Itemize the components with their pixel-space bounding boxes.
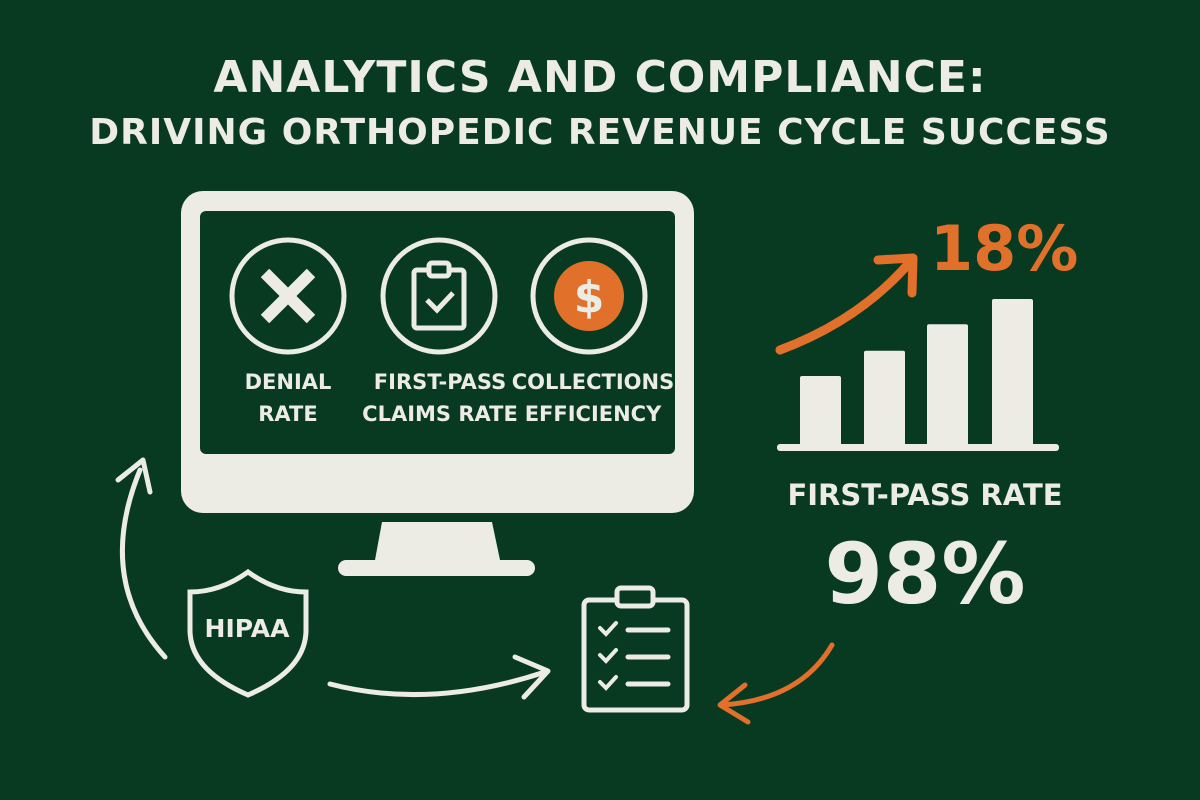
metric-label-denial-rate: DENIAL RATE xyxy=(203,366,373,430)
x-icon xyxy=(229,237,347,355)
first-pass-value: 98% xyxy=(824,525,1026,623)
chart-bar xyxy=(864,350,905,446)
growth-value: 18% xyxy=(930,212,1079,285)
chart-bar xyxy=(800,376,841,446)
metric-label-line: CLAIMS RATE xyxy=(362,402,518,426)
cycle-arrow-up-icon xyxy=(115,457,168,660)
metric-label-line: FIRST-PASS xyxy=(373,370,507,394)
chart-bar xyxy=(927,324,968,446)
metric-label-line: DENIAL xyxy=(244,370,332,394)
hipaa-label: HIPAA xyxy=(204,614,290,643)
svg-text:$: $ xyxy=(574,272,605,323)
first-pass-label: FIRST-PASS RATE xyxy=(787,478,1063,512)
growth-bar-chart xyxy=(800,299,1033,446)
metric-label-line: RATE xyxy=(258,402,318,426)
metric-label-first-pass: FIRST-PASS CLAIMS RATE xyxy=(355,366,525,430)
title-line-1: ANALYTICS AND COMPLIANCE: xyxy=(213,52,987,103)
clipboard-check-icon xyxy=(380,237,498,355)
checklist-clipboard-icon xyxy=(581,585,690,713)
trend-arrow-icon xyxy=(775,253,918,355)
dollar-icon: $ xyxy=(530,237,648,355)
chart-baseline xyxy=(777,444,1059,451)
metric-label-line: COLLECTIONS xyxy=(511,370,675,394)
shield-icon xyxy=(187,568,309,698)
metric-label-line: EFFICIENCY xyxy=(524,402,662,426)
arrow-right-icon xyxy=(327,654,551,700)
return-arrow-icon xyxy=(717,642,835,725)
chart-bar xyxy=(992,299,1033,446)
metric-label-collections: COLLECTIONS EFFICIENCY xyxy=(508,366,678,430)
title-line-2: DRIVING ORTHOPEDIC REVENUE CYCLE SUCCESS xyxy=(89,112,1111,153)
